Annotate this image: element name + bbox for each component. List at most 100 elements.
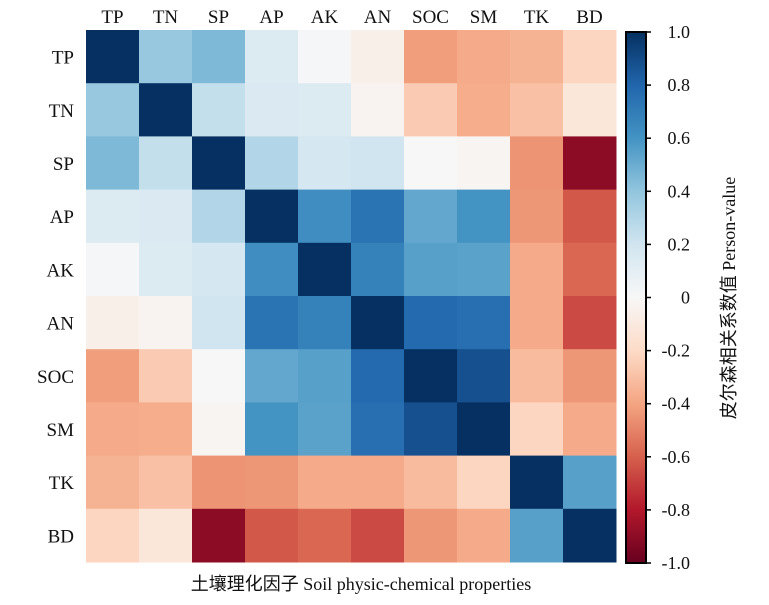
heatmap-cell-AK-TP xyxy=(86,242,140,297)
heatmap-cell-SP-TP xyxy=(86,136,140,191)
x-tick-label: AN xyxy=(364,7,392,28)
y-tick-labels: TP TN SP AP AK AN SOC SM TK BD xyxy=(37,48,74,548)
heatmap-cell-TP-AP xyxy=(245,30,299,84)
heatmap-cell-TK-TK xyxy=(510,455,564,510)
heatmap-cell-SOC-TP xyxy=(86,349,140,403)
heatmap-cell-TN-TN xyxy=(139,83,193,137)
colorbar-tick-label: 0.8 xyxy=(668,75,691,95)
heatmap-cell-AN-TK xyxy=(510,296,564,350)
y-tick-label: SP xyxy=(53,154,74,175)
heatmap-cell-TP-SM xyxy=(457,30,511,84)
heatmap-cell-AP-SP xyxy=(192,189,246,244)
heatmap-cell-SOC-SP xyxy=(192,349,246,403)
heatmap-cell-TP-AN xyxy=(351,30,405,84)
heatmap-cell-TP-TP xyxy=(86,30,140,84)
heatmap-cell-TP-BD xyxy=(563,30,617,84)
heatmap-cell-TN-TK xyxy=(510,83,564,137)
heatmap-cell-BD-AK xyxy=(298,508,352,563)
heatmap-cell-TK-BD xyxy=(563,455,617,510)
heatmap-cell-BD-SP xyxy=(192,508,246,563)
heatmap-cell-AN-TN xyxy=(139,296,193,350)
heatmap-cell-SM-AN xyxy=(351,402,405,457)
heatmap-cell-AK-AK xyxy=(298,242,352,297)
heatmap-cell-TN-SP xyxy=(192,83,246,137)
heatmap-cell-TN-SM xyxy=(457,83,511,137)
heatmap-cell-AP-TK xyxy=(510,189,564,244)
heatmap-cell-TK-SM xyxy=(457,455,511,510)
y-tick-label: SOC xyxy=(37,367,74,388)
heatmap-cell-SOC-AN xyxy=(351,349,405,403)
heatmap-cell-BD-TN xyxy=(139,508,193,563)
heatmap-cell-AP-AN xyxy=(351,189,405,244)
x-tick-label: SP xyxy=(208,7,229,28)
heatmap-cell-AP-AP xyxy=(245,189,299,244)
heatmap-cell-SOC-BD xyxy=(563,349,617,403)
heatmap-cell-SP-SM xyxy=(457,136,511,191)
y-tick-label: SM xyxy=(47,420,75,441)
heatmap-cell-SOC-SOC xyxy=(404,349,458,403)
heatmap-cell-SM-TK xyxy=(510,402,564,457)
heatmap-cell-BD-SM xyxy=(457,508,511,563)
colorbar-tick-label: -1.0 xyxy=(662,553,691,573)
x-tick-label: TP xyxy=(101,7,123,28)
heatmap-cell-SOC-AP xyxy=(245,349,299,403)
heatmap-cell-AN-BD xyxy=(563,296,617,350)
heatmap-cell-SM-SOC xyxy=(404,402,458,457)
heatmap-cell-SM-SM xyxy=(457,402,511,457)
heatmap-cell-AK-TN xyxy=(139,242,193,297)
x-tick-label: BD xyxy=(576,7,602,28)
x-tick-label: AP xyxy=(259,7,283,28)
heatmap-cell-TK-SP xyxy=(192,455,246,510)
heatmap-cell-SP-SOC xyxy=(404,136,458,191)
heatmap-cell-BD-TK xyxy=(510,508,564,563)
heatmap-cell-SM-AP xyxy=(245,402,299,457)
heatmap-cell-AK-AP xyxy=(245,242,299,297)
heatmap-cell-SP-TK xyxy=(510,136,564,191)
heatmap-cell-AK-TK xyxy=(510,242,564,297)
heatmap-cell-SM-SP xyxy=(192,402,246,457)
heatmap-cell-TK-AK xyxy=(298,455,352,510)
heatmap-cell-TP-SOC xyxy=(404,30,458,84)
heatmap-cell-BD-BD xyxy=(563,508,617,563)
colorbar-ticks: 1.0 0.8 0.6 0.4 0.2 0 -0.2 -0.4 -0.6 -0.8 -1.0 xyxy=(646,22,690,573)
heatmap-cell-SOC-TK xyxy=(510,349,564,403)
heatmap-cell-TN-AK xyxy=(298,83,352,137)
heatmap-cell-SM-TN xyxy=(139,402,193,457)
colorbar-tick-label: -0.4 xyxy=(662,394,691,414)
y-tick-label: AP xyxy=(50,207,74,228)
heatmap-cell-SOC-SM xyxy=(457,349,511,403)
heatmap-cell-AN-SP xyxy=(192,296,246,350)
heatmap-cell-BD-SOC xyxy=(404,508,458,563)
heatmap-cell-SP-SP xyxy=(192,136,246,191)
heatmap-cell-AK-SM xyxy=(457,242,511,297)
colorbar-tick-label: -0.8 xyxy=(662,500,691,520)
heatmap-cell-AP-BD xyxy=(563,189,617,244)
heatmap-cell-BD-AN xyxy=(351,508,405,563)
heatmap-cell-SP-AP xyxy=(245,136,299,191)
colorbar-tick-label: 0.6 xyxy=(668,128,691,148)
colorbar-label: 皮尔森相关系数值 Person-value xyxy=(719,177,739,419)
colorbar-tick-label: 0 xyxy=(681,288,690,308)
heatmap-cell-SP-AK xyxy=(298,136,352,191)
heatmap-cell-AP-AK xyxy=(298,189,352,244)
heatmap-cell-AK-BD xyxy=(563,242,617,297)
heatmap-cell-AK-AN xyxy=(351,242,405,297)
heatmap-cell-SOC-TN xyxy=(139,349,193,403)
x-tick-labels: TP TN SP AP AK AN SOC SM TK BD xyxy=(101,7,602,28)
heatmap-cell-TN-AN xyxy=(351,83,405,137)
heatmap-cell-TN-SOC xyxy=(404,83,458,137)
y-tick-label: TP xyxy=(52,48,74,69)
x-tick-label: AK xyxy=(311,7,339,28)
y-tick-label: BD xyxy=(48,526,74,547)
colorbar-tick-label: -0.6 xyxy=(662,447,691,467)
x-axis-label: 土壤理化因子 Soil physic-chemical properties xyxy=(191,574,531,594)
heatmap-cell-TK-SOC xyxy=(404,455,458,510)
heatmap-cell-AP-SM xyxy=(457,189,511,244)
heatmap-cell-AP-TP xyxy=(86,189,140,244)
heatmap-cell-TP-SP xyxy=(192,30,246,84)
colorbar xyxy=(625,31,647,564)
heatmap-cell-TN-TP xyxy=(86,83,140,137)
heatmap-cell-TP-TN xyxy=(139,30,193,84)
x-tick-label: TN xyxy=(153,7,179,28)
